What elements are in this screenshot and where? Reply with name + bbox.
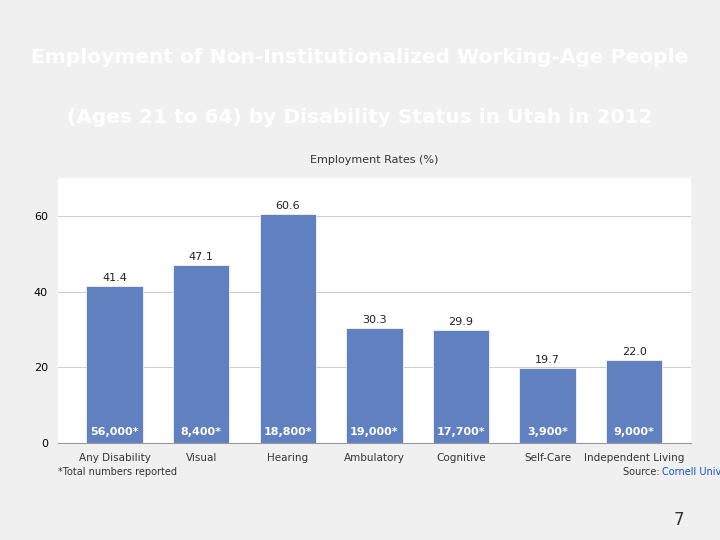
Text: 18,800*: 18,800*	[264, 427, 312, 437]
Text: 9,000*: 9,000*	[614, 427, 654, 437]
Bar	[260, 214, 316, 443]
Text: Employment Rates (%): Employment Rates (%)	[310, 154, 438, 165]
Bar	[86, 286, 143, 443]
Text: (Ages 21 to 64) by Disability Status in Utah in 2012: (Ages 21 to 64) by Disability Status in …	[67, 109, 653, 127]
Bar	[606, 360, 662, 443]
Text: Source:: Source:	[623, 467, 662, 477]
Bar	[346, 328, 402, 443]
Bar	[173, 265, 229, 443]
Text: 22.0: 22.0	[622, 347, 647, 356]
Bar	[520, 368, 576, 443]
Text: Cornell University: Cornell University	[662, 467, 720, 477]
Text: 29.9: 29.9	[449, 317, 474, 327]
Text: 60.6: 60.6	[276, 201, 300, 211]
Text: 30.3: 30.3	[362, 315, 387, 325]
Text: 56,000*: 56,000*	[90, 427, 139, 437]
Text: *Total numbers reported: *Total numbers reported	[58, 467, 176, 477]
Text: 3,900*: 3,900*	[527, 427, 568, 437]
Text: 8,400*: 8,400*	[181, 427, 222, 437]
Text: 19,000*: 19,000*	[350, 427, 399, 437]
Text: 19.7: 19.7	[535, 355, 560, 365]
Text: 41.4: 41.4	[102, 273, 127, 284]
Text: Employment of Non-Institutionalized Working-Age People: Employment of Non-Institutionalized Work…	[31, 48, 689, 67]
Text: 7: 7	[673, 511, 684, 529]
Text: 47.1: 47.1	[189, 252, 214, 262]
Text: 17,700*: 17,700*	[437, 427, 485, 437]
Bar	[433, 330, 489, 443]
